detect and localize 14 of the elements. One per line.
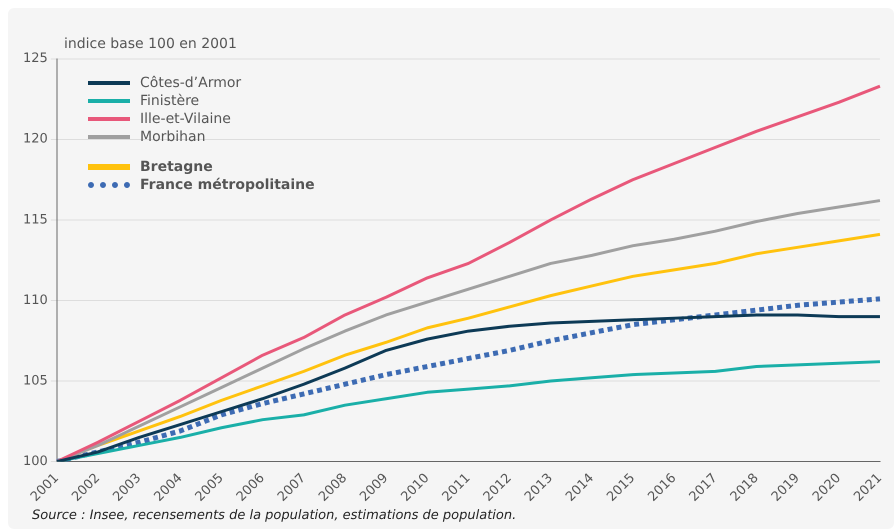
- source-note: Source : Insee, recensements de la population, estimations de population.: [32, 508, 516, 523]
- y-axis-title: indice base 100 en 2001: [64, 36, 237, 52]
- y-tick-label: 105: [22, 373, 48, 388]
- legend-label: Finistère: [140, 93, 200, 109]
- legend-label: Côtes-d’Armor: [140, 75, 242, 91]
- legend-label: France métropolitaine: [140, 177, 315, 193]
- y-tick-label: 125: [22, 51, 48, 66]
- y-tick-label: 115: [22, 212, 48, 228]
- y-tick-label: 110: [22, 292, 48, 308]
- legend-label: Ille-et-Vilaine: [140, 111, 231, 127]
- y-tick-label: 100: [22, 454, 48, 469]
- legend-label: Morbihan: [140, 129, 206, 145]
- legend-label: Bretagne: [140, 159, 213, 175]
- y-tick-label: 120: [22, 132, 48, 147]
